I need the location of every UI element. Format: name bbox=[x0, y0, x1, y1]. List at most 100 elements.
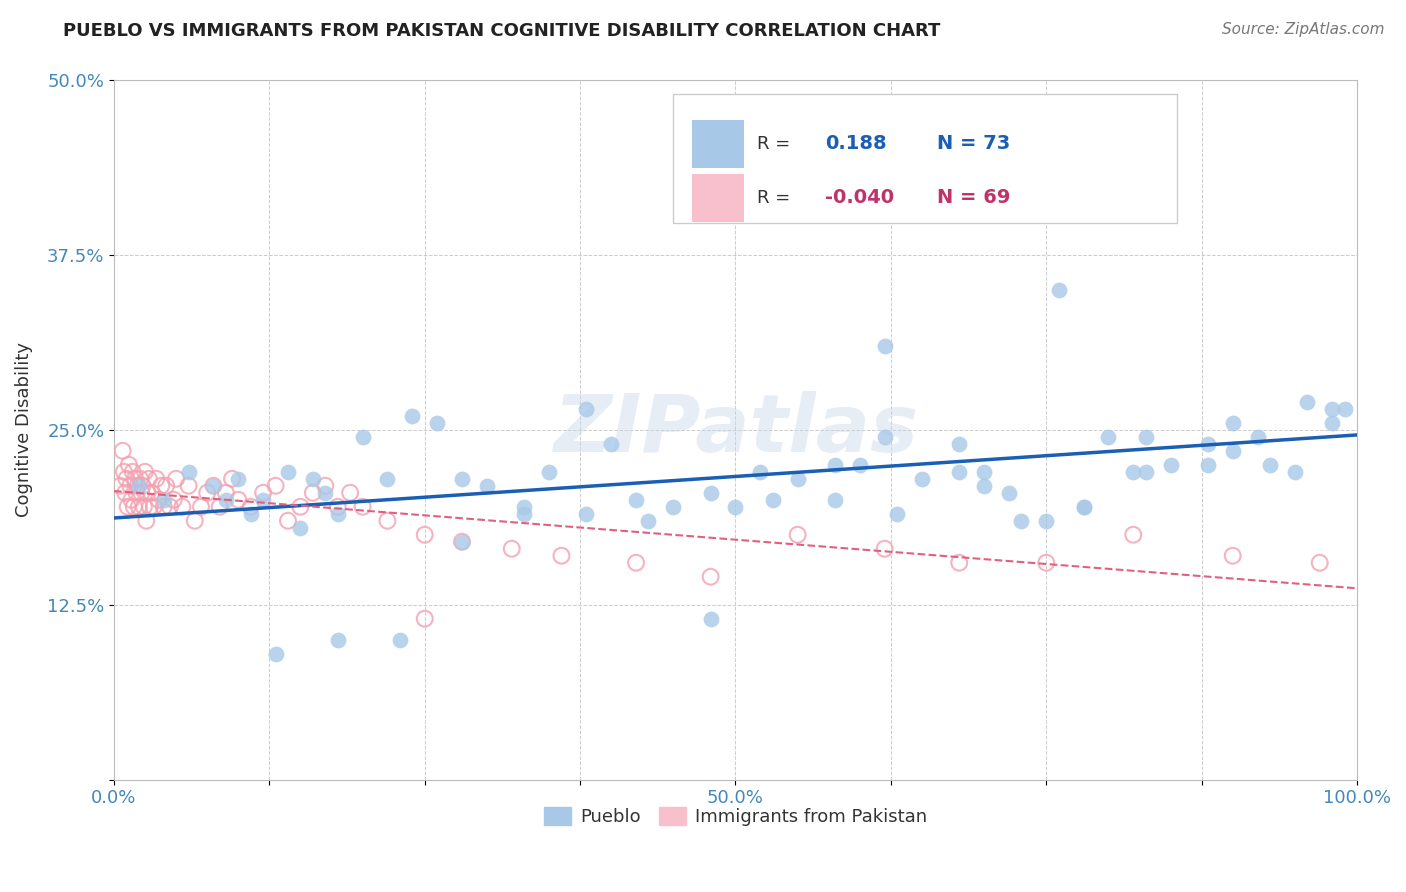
Point bbox=[352, 430, 374, 444]
Text: Source: ZipAtlas.com: Source: ZipAtlas.com bbox=[1222, 22, 1385, 37]
Point bbox=[128, 479, 150, 493]
Point bbox=[141, 485, 163, 500]
Point bbox=[264, 647, 287, 661]
Point bbox=[139, 500, 162, 514]
Point bbox=[1222, 549, 1244, 563]
Point bbox=[120, 492, 142, 507]
Point bbox=[131, 479, 153, 493]
Point bbox=[426, 416, 449, 430]
Point bbox=[1296, 394, 1319, 409]
Point bbox=[145, 472, 167, 486]
Point bbox=[108, 479, 131, 493]
Point bbox=[624, 492, 647, 507]
Point bbox=[314, 479, 336, 493]
Point bbox=[886, 507, 908, 521]
Point bbox=[239, 507, 262, 521]
FancyBboxPatch shape bbox=[673, 94, 1177, 223]
Point bbox=[1222, 443, 1244, 458]
FancyBboxPatch shape bbox=[692, 120, 744, 168]
Text: N = 69: N = 69 bbox=[936, 188, 1011, 207]
Point bbox=[786, 170, 808, 185]
Point bbox=[142, 500, 165, 514]
Point bbox=[115, 472, 138, 486]
Point bbox=[129, 472, 152, 486]
Point bbox=[124, 472, 146, 486]
Text: -0.040: -0.040 bbox=[825, 188, 894, 207]
Point bbox=[131, 485, 153, 500]
Point bbox=[252, 492, 274, 507]
Point bbox=[537, 465, 560, 479]
Point bbox=[1197, 437, 1219, 451]
Point bbox=[226, 492, 249, 507]
Point bbox=[138, 472, 160, 486]
Point bbox=[973, 465, 995, 479]
Point bbox=[749, 465, 772, 479]
Point bbox=[451, 534, 474, 549]
Point bbox=[413, 612, 436, 626]
Point bbox=[1097, 430, 1119, 444]
Point bbox=[1035, 514, 1057, 528]
Point bbox=[724, 500, 747, 514]
Point bbox=[117, 500, 139, 514]
Point bbox=[1073, 500, 1095, 514]
Point bbox=[339, 485, 361, 500]
Point bbox=[377, 472, 399, 486]
Point bbox=[1333, 401, 1355, 416]
Point bbox=[1135, 430, 1157, 444]
Point bbox=[824, 458, 846, 472]
Point bbox=[1320, 401, 1343, 416]
Point bbox=[1122, 527, 1144, 541]
Point bbox=[135, 514, 157, 528]
Point bbox=[1047, 283, 1070, 297]
Point bbox=[264, 479, 287, 493]
Point bbox=[112, 465, 135, 479]
Point bbox=[699, 485, 721, 500]
Point bbox=[302, 472, 325, 486]
Point bbox=[1320, 416, 1343, 430]
Y-axis label: Cognitive Disability: Cognitive Disability bbox=[15, 343, 32, 517]
Point bbox=[550, 549, 572, 563]
Point bbox=[136, 485, 159, 500]
Point bbox=[575, 401, 598, 416]
Point bbox=[277, 514, 299, 528]
Point bbox=[637, 514, 659, 528]
Point bbox=[155, 479, 177, 493]
Point bbox=[132, 500, 155, 514]
Point bbox=[600, 437, 623, 451]
Point bbox=[1035, 556, 1057, 570]
Point bbox=[152, 492, 174, 507]
Point bbox=[114, 485, 136, 500]
Point bbox=[148, 492, 170, 507]
Point bbox=[501, 541, 523, 556]
Point bbox=[699, 570, 721, 584]
Point bbox=[172, 500, 194, 514]
Point bbox=[226, 472, 249, 486]
Point bbox=[184, 514, 207, 528]
Point bbox=[127, 479, 149, 493]
Point bbox=[513, 500, 536, 514]
Point bbox=[1073, 500, 1095, 514]
Point bbox=[326, 632, 349, 647]
Point bbox=[221, 472, 243, 486]
Point bbox=[122, 500, 145, 514]
Point bbox=[290, 500, 312, 514]
Point bbox=[302, 485, 325, 500]
Point bbox=[1160, 458, 1182, 472]
Point bbox=[388, 632, 411, 647]
Point bbox=[215, 492, 238, 507]
Point bbox=[195, 485, 218, 500]
Point bbox=[401, 409, 423, 423]
Point bbox=[824, 492, 846, 507]
Point bbox=[849, 458, 872, 472]
Point bbox=[1284, 465, 1306, 479]
Text: ZIPatlas: ZIPatlas bbox=[553, 391, 918, 469]
Point bbox=[177, 465, 200, 479]
Point bbox=[202, 479, 225, 493]
Point bbox=[326, 500, 349, 514]
Point bbox=[326, 507, 349, 521]
Point bbox=[1122, 465, 1144, 479]
Point bbox=[624, 556, 647, 570]
Text: N = 73: N = 73 bbox=[936, 135, 1010, 153]
Text: 0.188: 0.188 bbox=[825, 135, 887, 153]
Point bbox=[125, 485, 148, 500]
